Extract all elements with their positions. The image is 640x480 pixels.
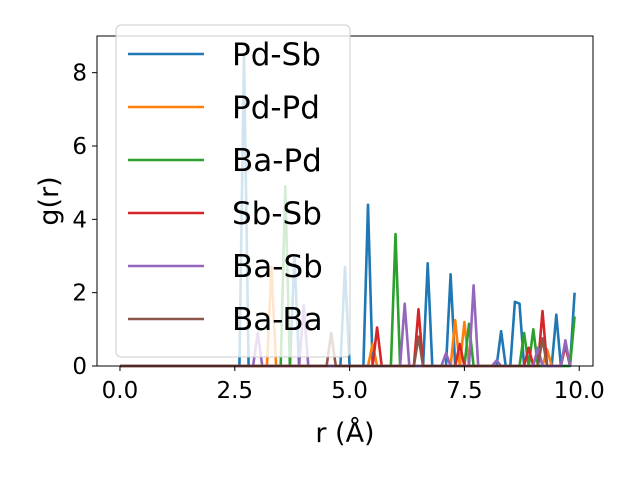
- y-tick-label: 4: [72, 207, 87, 233]
- legend-label: Sb-Sb: [232, 196, 322, 232]
- x-axis-ticks: 0.0 2.5 5.0 7.5 10.0: [102, 366, 605, 404]
- legend: Pd-Sb Pd-Pd Ba-Pd Sb-Sb Ba-Sb Ba-Ba: [115, 24, 351, 358]
- y-axis-label: g(r): [34, 176, 65, 225]
- x-tick-label: 2.5: [216, 378, 253, 404]
- y-tick-label: 6: [72, 134, 87, 160]
- y-axis-ticks: 0 2 4 6 8: [72, 61, 97, 380]
- y-tick-label: 8: [72, 61, 87, 87]
- x-tick-label: 0.0: [102, 378, 139, 404]
- y-tick-label: 0: [72, 354, 87, 380]
- legend-label: Pd-Sb: [232, 37, 321, 73]
- x-tick-label: 10.0: [554, 378, 605, 404]
- legend-label: Ba-Sb: [232, 249, 323, 285]
- legend-label: Ba-Pd: [232, 143, 322, 179]
- x-axis-label: r (Å): [315, 417, 374, 449]
- x-tick-label: 7.5: [446, 378, 483, 404]
- x-tick-label: 5.0: [331, 378, 368, 404]
- legend-label: Ba-Ba: [232, 302, 323, 338]
- legend-label: Pd-Pd: [232, 90, 320, 126]
- y-tick-label: 2: [72, 281, 87, 307]
